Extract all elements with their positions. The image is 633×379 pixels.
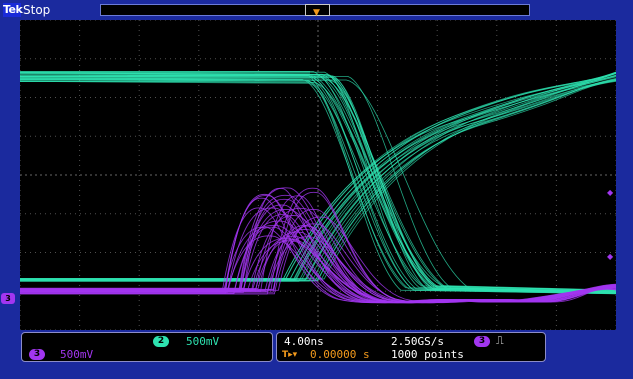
channel-2-trace-falling xyxy=(20,77,616,293)
status-bar: Tek Stop ▼ xyxy=(0,0,633,20)
trigger-position: 0.00000 s xyxy=(310,348,370,361)
channel-2-trace-rising xyxy=(20,75,616,281)
channel-2-trace-rising xyxy=(20,79,616,282)
channel-2-trace-rising xyxy=(20,71,616,279)
waveform-graticule[interactable] xyxy=(20,20,616,330)
channel-3-scale: 500mV xyxy=(60,348,94,361)
sample-rate: 2.50GS/s xyxy=(391,335,444,348)
time-per-div: 4.00ns xyxy=(284,335,324,348)
waveform-canvas xyxy=(20,20,616,330)
record-view-window[interactable] xyxy=(305,4,330,16)
channel-2-trace-rising xyxy=(20,78,616,281)
horizontal-readout[interactable]: 4.00ns 2.50GS/s 3 ⎍ T▸▾ 0.00000 s 1000 p… xyxy=(276,332,546,362)
channel-2-scale: 500mV xyxy=(186,335,220,348)
channel-3-trace xyxy=(20,197,616,304)
channel-2-trace-falling xyxy=(20,78,616,294)
run-state-label: Stop xyxy=(23,3,51,17)
brand-logo: Tek xyxy=(3,3,23,17)
right-edge-marker-lower: ◆ xyxy=(607,252,614,261)
channel-3-trace xyxy=(20,207,616,304)
channel-2-trace-rising xyxy=(20,80,616,282)
channel-2-trace-rising xyxy=(20,72,616,280)
channel-2-trace-falling xyxy=(20,79,616,294)
rising-edge-icon: ⎍ xyxy=(496,334,504,347)
vertical-readout[interactable]: 2 500mV 3 500mV xyxy=(21,332,273,362)
channel-2-trace-falling xyxy=(20,79,616,294)
channel-2-badge[interactable]: 2 xyxy=(153,336,169,347)
trigger-position-icon: ▼ xyxy=(313,8,320,18)
channel-3-trace xyxy=(20,215,616,304)
channel-3-trace xyxy=(20,187,616,304)
channel-2-trace-falling xyxy=(20,80,616,295)
channel-3-badge[interactable]: 3 xyxy=(29,349,45,360)
right-edge-marker-upper: ◆ xyxy=(607,188,614,197)
channel-3-trace xyxy=(20,204,616,304)
channel-3-trace xyxy=(20,193,616,304)
channel-3-trace xyxy=(20,225,616,304)
trigger-position-readout-icon: T▸▾ xyxy=(282,350,298,360)
trigger-source-badge[interactable]: 3 xyxy=(474,336,490,347)
channel-3-ground-marker[interactable]: 3 xyxy=(1,293,15,304)
record-length: 1000 points xyxy=(391,348,464,361)
